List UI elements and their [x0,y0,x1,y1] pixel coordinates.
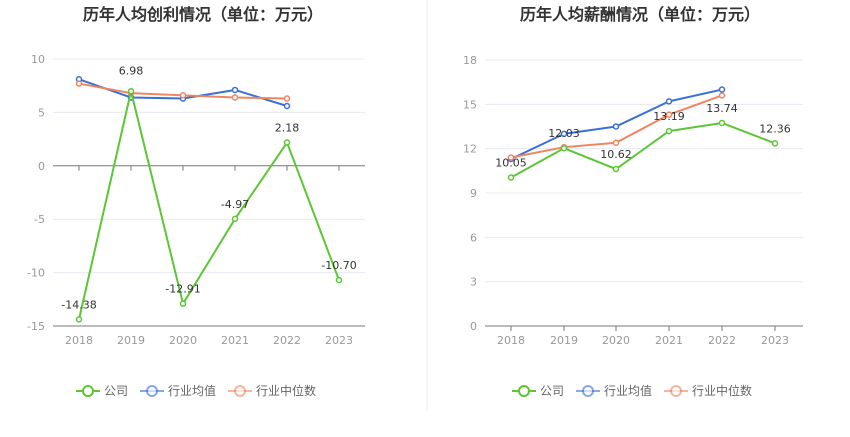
profit-data-point [179,92,187,99]
salary-y-tick-label: 12 [463,143,477,156]
salary-x-tick-label: 2019 [550,334,578,347]
salary-data-label: 13.74 [706,102,738,115]
profit-legend-label: 行业均值 [168,383,216,398]
salary-legend-label: 公司 [540,384,564,398]
salary-x-tick-label: 2023 [761,334,789,347]
salary-x-tick-label: 2021 [655,334,683,347]
salary-legend-label: 行业均值 [604,383,652,398]
salary-y-tick-label: 6 [470,231,477,244]
profit-legend-marker [234,385,246,397]
salary-series-line-0 [510,121,776,179]
salary-data-point [612,123,620,130]
salary-data-point [771,140,779,147]
profit-data-label: -14.38 [61,298,96,311]
profit-series-line-0 [78,90,340,320]
salary-data-point [718,119,726,127]
profit-y-tick-label: 10 [31,53,45,66]
profit-data-point [283,102,291,110]
profit-data-point [127,88,135,95]
salary-y-tick-label: 15 [463,98,477,111]
salary-data-point [665,111,673,118]
salary-y-tick-label: 18 [463,54,477,67]
profit-x-tick-label: 2023 [325,334,353,347]
salary-data-label: 12.03 [548,127,580,140]
profit-data-label: 6.98 [119,64,144,77]
profit-data-point [283,95,291,102]
salary-x-tick-label: 2018 [497,334,525,347]
profit-legend-label: 行业中位数 [256,383,316,398]
profit-data-label: 2.18 [275,122,300,135]
profit-data-point [231,94,239,101]
profit-data-point [231,215,239,223]
profit-data-point [231,86,239,94]
salary-data-point [560,130,568,138]
salary-data-point [507,154,515,161]
salary-data-point [507,174,515,181]
salary-legend-marker [518,385,530,397]
salary-y-tick-label: 9 [470,187,477,200]
salary-x-tick-label: 2022 [708,334,736,347]
profit-data-point [75,316,83,323]
profit-y-tick-label: -5 [34,213,45,226]
profit-x-tick-label: 2022 [273,334,301,347]
profit-chart-title: 历年人均创利情况（单位：万元） [83,5,323,24]
profit-legend-marker [82,385,94,397]
salary-x-tick-label: 2020 [602,334,630,347]
salary-y-tick-label: 3 [470,276,477,289]
profit-data-label: -4.97 [221,198,249,211]
profit-x-tick-label: 2019 [117,334,145,347]
salary-data-label: 12.36 [759,122,791,135]
salary-y-tick-label: 0 [470,320,477,333]
salary-data-point [718,92,726,99]
salary-data-label: 10.62 [600,148,632,161]
profit-x-tick-label: 2018 [65,334,93,347]
profit-legend-label: 公司 [104,384,128,398]
salary-data-label: 13.19 [653,110,685,123]
salary-data-point [612,165,620,173]
profit-data-point [283,139,291,146]
profit-data-label: -12.91 [165,283,200,296]
salary-data-point [665,127,673,135]
profit-x-tick-label: 2021 [221,334,249,347]
profit-data-point [75,80,83,87]
profit-data-point [179,300,187,307]
salary-data-point [612,139,620,147]
salary-chart-title: 历年人均薪酬情况（单位：万元） [520,5,760,24]
salary-legend-marker [582,385,594,397]
profit-data-point [335,276,343,284]
profit-y-tick-label: -10 [27,267,45,280]
profit-y-tick-label: -15 [27,320,45,333]
salary-data-point [665,98,673,105]
profit-x-tick-label: 2020 [169,334,197,347]
profit-legend-marker [146,385,158,397]
salary-legend-label: 行业中位数 [692,383,752,398]
salary-data-label: 10.05 [495,156,527,169]
profit-data-label: -10.70 [321,259,356,272]
salary-data-point [560,144,568,152]
profit-y-tick-label: 0 [38,160,45,173]
salary-legend-marker [670,385,682,397]
salary-data-point [718,86,726,93]
profit-y-tick-label: 5 [38,106,45,119]
